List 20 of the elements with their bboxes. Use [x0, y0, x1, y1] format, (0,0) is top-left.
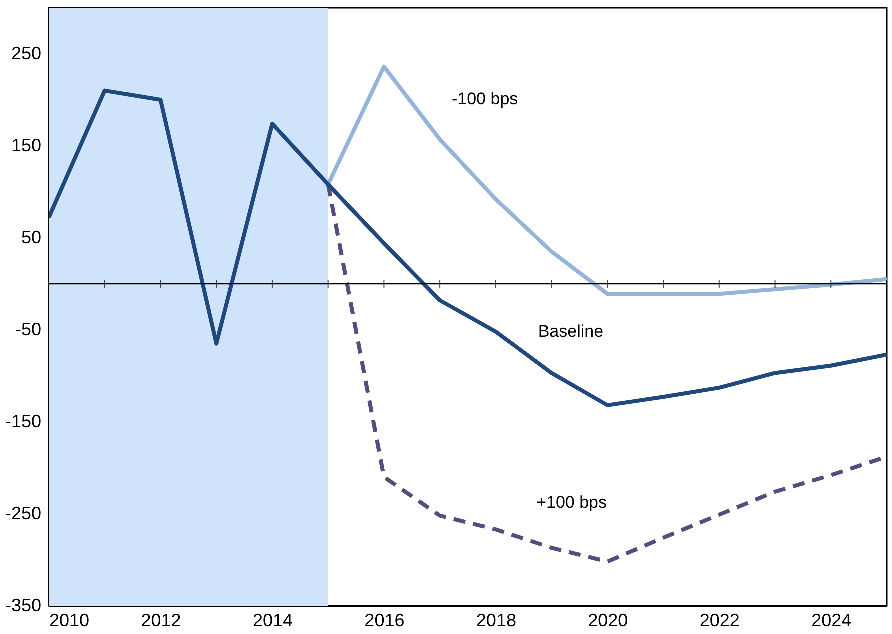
- y-tick-label: -350: [5, 596, 42, 616]
- series-label: Baseline: [538, 322, 604, 341]
- x-tick-label: 2010: [50, 610, 90, 630]
- y-tick-label: 250: [11, 44, 42, 64]
- x-tick-label: 2018: [476, 610, 516, 630]
- x-tick-label: 2020: [588, 610, 628, 630]
- x-tick-label: 2024: [812, 610, 852, 630]
- y-tick-label: 150: [11, 136, 42, 156]
- x-tick-label: 2022: [700, 610, 740, 630]
- y-tick-label: -250: [5, 504, 42, 524]
- x-tick-label: 2014: [252, 610, 293, 630]
- line-series: [326, 64, 887, 296]
- y-tick-label: -150: [5, 412, 42, 432]
- y-tick-label: 50: [21, 228, 42, 248]
- x-tick-label: 2016: [364, 610, 405, 630]
- x-tick-label: 2012: [141, 610, 182, 630]
- series-label: -100 bps: [452, 90, 518, 109]
- line-series: [49, 88, 887, 408]
- y-tick-label: -50: [15, 320, 42, 340]
- series-label: +100 bps: [536, 493, 608, 512]
